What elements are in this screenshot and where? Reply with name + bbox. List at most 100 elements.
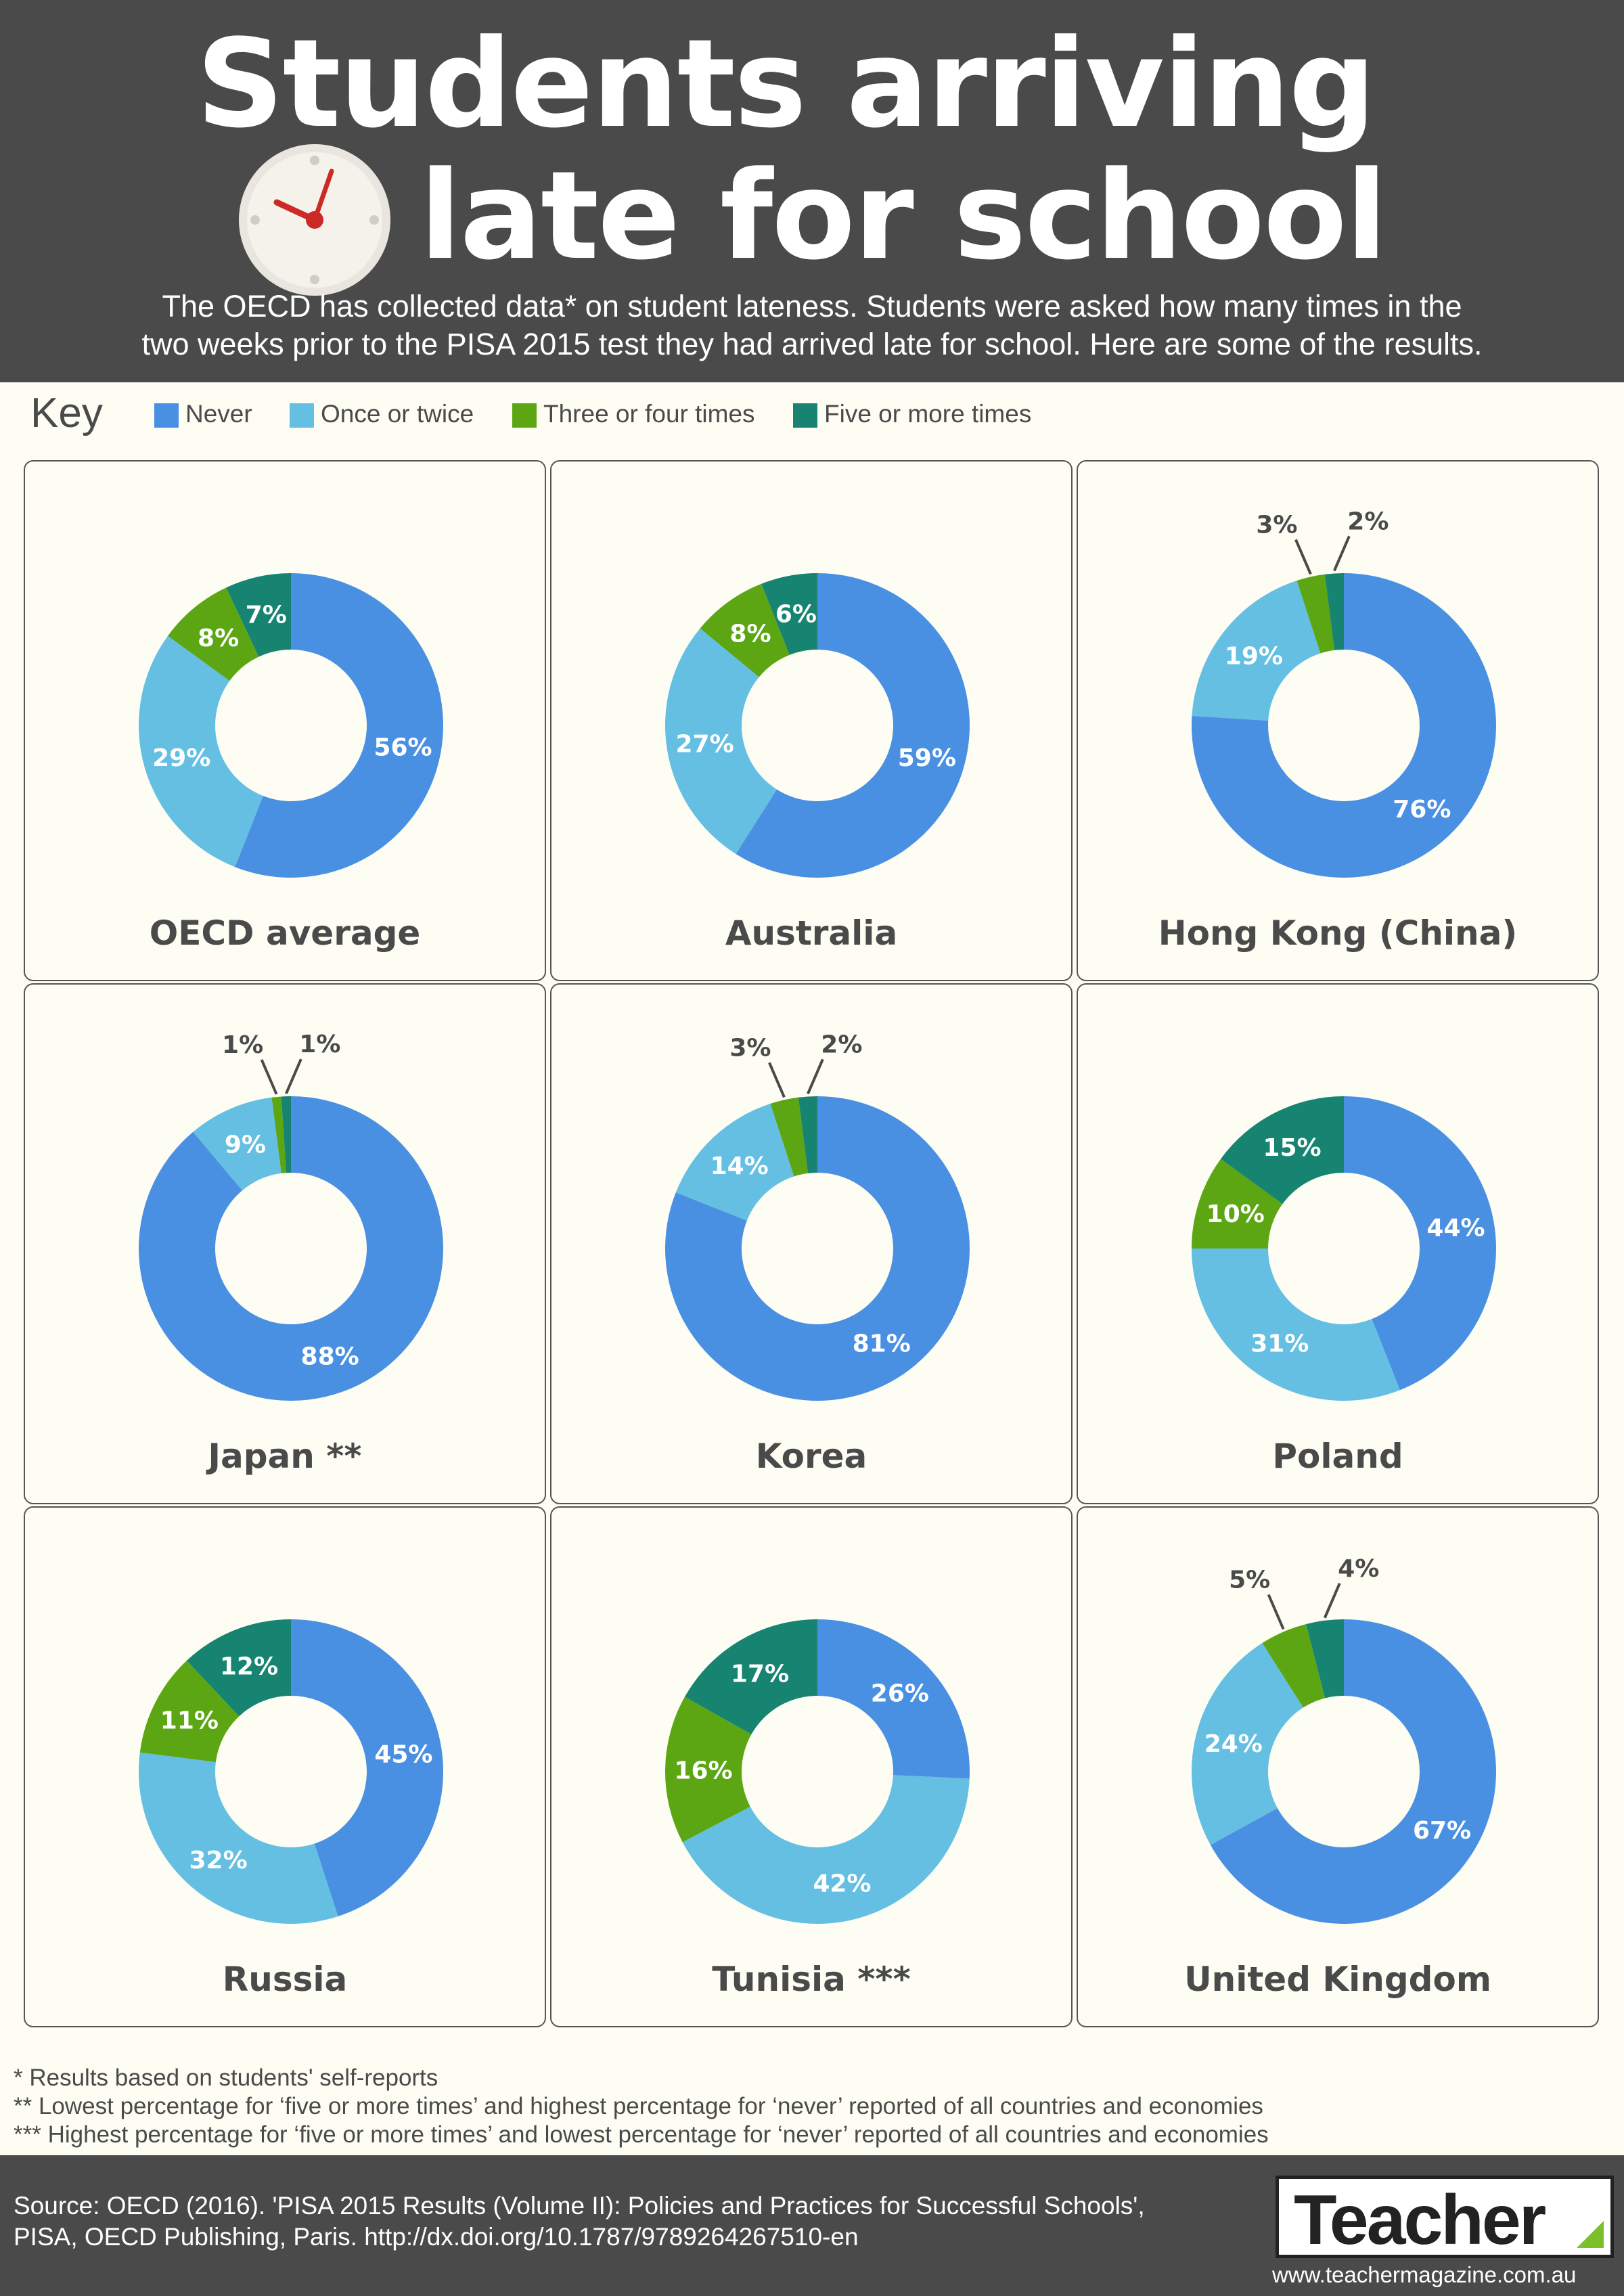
chart-panel: 56% 29% 8% 7% OECD average <box>24 460 546 981</box>
slice-three-or-four <box>271 1096 286 1173</box>
footnote-3: *** Highest percentage for ‘five or more… <box>14 2121 1269 2148</box>
source-line-2: PISA, OECD Publishing, Paris. http://dx.… <box>14 2223 859 2251</box>
data-label-never: 76% <box>1393 796 1451 824</box>
donut-chart: 44% 31% 10% 15% <box>1192 1096 1496 1401</box>
data-label-once-or-twice: 19% <box>1225 643 1283 671</box>
page-title-line-1: Students arriving <box>196 14 1376 155</box>
slice-once-or-twice <box>665 628 777 854</box>
data-label-five-or-more: 2% <box>821 1031 862 1058</box>
data-label-once-or-twice: 27% <box>675 730 734 758</box>
callout-line-three-or-four <box>1267 1594 1285 1630</box>
chart-title: United Kingdom <box>1184 1960 1491 1999</box>
slice-three-or-four <box>167 587 259 681</box>
data-label-three-or-four: 1% <box>222 1031 263 1059</box>
chart-title: Poland <box>1272 1437 1403 1476</box>
callout-line-five-or-more <box>1323 1582 1341 1619</box>
donut-chart: 56% 29% 8% 7% <box>139 573 443 878</box>
callout-line-five-or-more <box>1333 535 1351 572</box>
slice-never <box>665 1096 970 1401</box>
data-label-five-or-more: 15% <box>1263 1134 1321 1162</box>
data-label-five-or-more: 1% <box>299 1031 340 1058</box>
chart-title: Hong Kong (China) <box>1158 914 1518 953</box>
data-label-five-or-more: 6% <box>775 600 817 628</box>
callout-line-five-or-more <box>285 1058 302 1094</box>
chart-panel: 67% 24% 5% 4% United Kingdom <box>1077 1506 1599 2027</box>
data-label-once-or-twice: 29% <box>152 744 210 772</box>
slice-five-or-more <box>684 1619 817 1735</box>
data-label-five-or-more: 2% <box>1347 508 1389 535</box>
chart-panel: 88% 9% 1% 1% Japan ** <box>24 983 546 1504</box>
legend-title: Key <box>30 390 103 436</box>
data-label-never: 26% <box>871 1680 929 1708</box>
chart-title: Korea <box>755 1437 867 1476</box>
slice-once-or-twice <box>1192 1248 1400 1401</box>
chart-title: Russia <box>222 1960 348 1999</box>
slice-never <box>138 1096 443 1401</box>
data-label-three-or-four: 8% <box>198 625 239 652</box>
data-label-never: 81% <box>853 1330 911 1357</box>
source-citation: Source: OECD (2016). 'PISA 2015 Results … <box>14 2190 1145 2253</box>
donut-chart: 59% 27% 8%6% <box>665 573 970 878</box>
chart-panel: 59% 27% 8% 6% Australia <box>550 460 1073 981</box>
footer: Source: OECD (2016). 'PISA 2015 Results … <box>0 2155 1624 2296</box>
donut-chart: 26% 42% 16% 17% <box>665 1619 970 1924</box>
legend-swatch-once-or-twice <box>290 403 314 428</box>
data-label-three-or-four: 5% <box>1229 1567 1270 1594</box>
slice-five-or-more <box>798 1096 817 1173</box>
chart-panel: 76% 19% 3% 2% Hong Kong (China) <box>1077 460 1599 981</box>
data-label-five-or-more: 7% <box>246 602 287 629</box>
slice-three-or-four <box>700 583 790 677</box>
slice-once-or-twice <box>193 1097 281 1191</box>
slice-never <box>1192 573 1496 878</box>
data-label-once-or-twice: 24% <box>1204 1730 1263 1758</box>
legend-label-never: Never <box>185 400 252 428</box>
slice-three-or-four <box>770 1097 808 1177</box>
data-label-once-or-twice: 9% <box>225 1131 266 1159</box>
data-label-five-or-more: 17% <box>731 1661 789 1688</box>
data-label-never: 67% <box>1413 1817 1471 1845</box>
page-title-line-2: late for school <box>420 145 1387 287</box>
slice-three-or-four <box>1262 1624 1326 1708</box>
footnote-1: * Results based on students' self-report… <box>14 2065 438 2091</box>
intro-line-2: two weeks prior to the PISA 2015 test th… <box>141 327 1483 361</box>
slice-never <box>817 1619 970 1779</box>
legend-swatch-three-or-four <box>512 403 537 428</box>
slice-five-or-more <box>1306 1619 1344 1698</box>
slice-never <box>1210 1619 1496 1924</box>
data-label-never: 45% <box>374 1741 432 1769</box>
legend-item-three-or-four: Three or four times <box>512 400 755 428</box>
data-label-five-or-more: 4% <box>1338 1555 1379 1583</box>
slice-three-or-four <box>665 1696 752 1843</box>
teacher-logo-text: Teacher <box>1294 2181 1546 2259</box>
chart-panel: 45% 32% 11% 12% Russia <box>24 1506 546 2027</box>
donut-chart: 88% 9% 1% 1% <box>138 1031 443 1401</box>
slice-never <box>235 573 443 878</box>
slice-never <box>736 573 970 878</box>
logo-triangle-icon <box>1577 2221 1604 2248</box>
data-label-never: 88% <box>301 1343 359 1370</box>
slice-once-or-twice <box>138 1752 338 1924</box>
clock-icon <box>239 144 390 296</box>
footnotes: * Results based on students' self-report… <box>14 2064 1269 2149</box>
slice-three-or-four <box>139 1660 240 1762</box>
callout-line-five-or-more <box>807 1058 824 1095</box>
chart-title: Tunisia *** <box>712 1960 911 1999</box>
legend-label-five-or-more: Five or more times <box>824 400 1032 428</box>
data-label-once-or-twice: 32% <box>189 1847 248 1874</box>
intro-text: The OECD has collected data* on student … <box>0 288 1624 363</box>
callout-line-three-or-four <box>1294 539 1312 575</box>
data-label-five-or-more: 12% <box>220 1652 278 1680</box>
donut-chart: 76% 19% 3% 2% <box>1192 508 1496 878</box>
website-url: www.teachermagazine.com.au <box>1272 2262 1577 2287</box>
footnote-2: ** Lowest percentage for ‘five or more t… <box>14 2093 1263 2119</box>
legend-swatch-never <box>154 403 179 428</box>
donut-chart: 81% 14% 3% 2% <box>665 1031 970 1401</box>
source-line-1: Source: OECD (2016). 'PISA 2015 Results … <box>14 2192 1145 2220</box>
donut-chart: 45% 32% 11%12% <box>138 1619 444 1924</box>
slice-three-or-four <box>1192 1158 1283 1248</box>
legend-item-once-or-twice: Once or twice <box>290 400 474 428</box>
data-label-never: 56% <box>374 734 432 762</box>
legend-label-three-or-four: Three or four times <box>543 400 755 428</box>
slice-five-or-more <box>186 1619 291 1717</box>
chart-title: OECD average <box>149 914 421 953</box>
